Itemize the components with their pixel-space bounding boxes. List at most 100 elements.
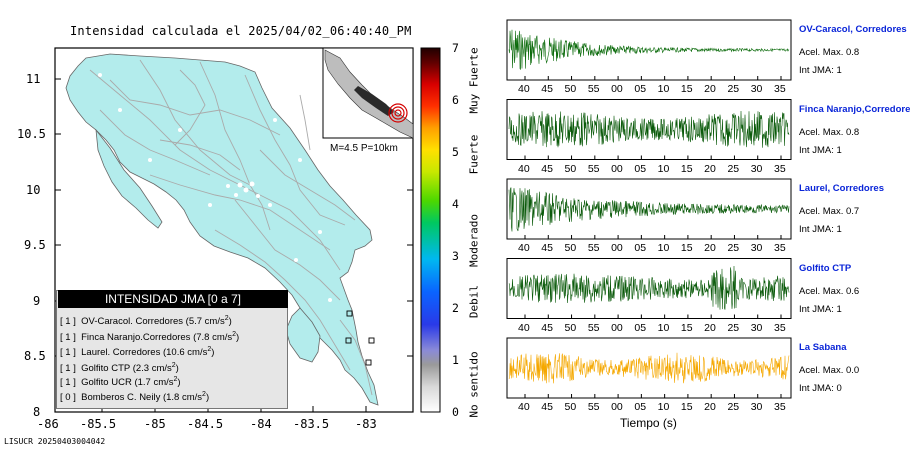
time-tick-label: 45	[541, 162, 553, 175]
inset-magnitude-label: M=4.5 P=10km	[330, 143, 398, 154]
time-tick-label: 50	[564, 242, 577, 254]
waveform-panel-frame	[506, 99, 792, 160]
lat-tick-label: 10.5	[17, 127, 46, 141]
time-tick-label: 35	[774, 162, 786, 175]
scale-tick: 0	[452, 405, 459, 419]
city-dots	[98, 73, 332, 302]
footer-id: LISUCR 20250403004042	[4, 437, 106, 446]
scale-tick: 2	[452, 301, 459, 315]
time-tick-label: 30	[750, 242, 763, 254]
time-tick-label: 45	[541, 242, 553, 254]
time-tick-label: 00	[611, 321, 623, 334]
scale-tick: 3	[452, 249, 459, 263]
station-max-acceleration: Acel. Max. 0.7	[799, 206, 860, 217]
station-jma-intensity: Int JMA: 1	[799, 65, 842, 76]
time-tick-label: 55	[587, 401, 600, 413]
time-tick-label: 40	[518, 321, 530, 334]
time-tick-label: 45	[541, 321, 553, 334]
scale-tick: 7	[452, 41, 459, 55]
station-markers	[345, 310, 375, 366]
time-tick-label: 20	[704, 162, 716, 175]
station-jma-intensity: Int JMA: 0	[799, 383, 842, 394]
lat-tick-label: 9	[33, 294, 41, 308]
time-tick-label: 25	[727, 242, 740, 254]
legend-row: [ 1 ] Finca Naranjo.Corredores (7.8 cm/s…	[60, 331, 240, 344]
time-tick-label: 00	[611, 242, 623, 254]
time-tick-label: 20	[704, 321, 716, 334]
costa-rica-landmass	[65, 53, 379, 406]
waveform-trace	[508, 29, 790, 70]
lon-tick-label: -84	[250, 417, 272, 431]
time-tick-label: 45	[541, 83, 553, 95]
lat-tick-label: 8.5	[24, 349, 46, 363]
inset-costa-rica	[354, 86, 394, 116]
station-jma-intensity: Int JMA: 1	[799, 303, 842, 315]
time-tick-label: 15	[680, 242, 693, 254]
station-max-acceleration: Acel. Max. 0.6	[799, 285, 860, 297]
time-tick-label: 55	[587, 242, 600, 254]
time-tick-label: 15	[680, 401, 693, 413]
lat-tick-label: 11	[26, 72, 41, 86]
time-tick-label: 00	[611, 83, 623, 95]
time-tick-label: 10	[657, 321, 670, 334]
waveform-trace	[508, 352, 790, 384]
station-name: Golfito CTP	[799, 262, 852, 274]
time-tick-label: 55	[587, 83, 600, 95]
time-tick-label: 20	[704, 83, 716, 95]
road-network	[89, 59, 373, 396]
time-tick-label: 55	[587, 162, 600, 175]
time-tick-label: 20	[704, 242, 716, 254]
lon-tick-label: -86	[37, 417, 59, 431]
waveform-trace	[508, 265, 790, 310]
time-tick-label: 25	[727, 401, 740, 413]
nicoya-peninsula	[95, 128, 163, 229]
epicenter-icon	[388, 103, 408, 123]
time-tick-label: 35	[774, 321, 786, 334]
time-tick-label: 50	[564, 83, 577, 95]
waveform-trace	[508, 110, 790, 148]
station-max-acceleration: Acel. Max. 0.0	[799, 365, 860, 376]
time-tick-label: 30	[750, 162, 763, 175]
time-tick-label: 55	[587, 321, 600, 334]
time-tick-label: 50	[564, 401, 577, 413]
legend-row: [ 1 ] Golfito UCR (1.7 cm/s2)	[60, 376, 181, 389]
legend-row: [ 1 ] Golfito CTP (2.3 cm/s2)	[60, 362, 179, 375]
time-tick-label: 05	[634, 162, 647, 175]
waveform-panel-frame	[506, 178, 792, 240]
time-tick-label: 40	[518, 401, 530, 413]
time-tick-label: 15	[680, 83, 693, 95]
legend-row: [ 0 ] Bomberos C. Neily (1.8 cm/s2)	[60, 391, 210, 404]
time-tick-label: 10	[657, 401, 670, 413]
station-max-acceleration: Acel. Max. 0.8	[799, 126, 860, 138]
station-max-acceleration: Acel. Max. 0.8	[799, 47, 860, 58]
lon-tick-label: -84.5	[187, 417, 224, 431]
time-tick-label: 35	[774, 242, 786, 254]
station-jma-intensity: Int JMA: 1	[799, 144, 842, 156]
time-tick-label: 05	[634, 242, 647, 254]
time-tick-label: 25	[727, 83, 740, 95]
lat-tick-label: 8	[33, 405, 41, 419]
station-jma-intensity: Int JMA: 1	[799, 224, 842, 235]
time-tick-label: 20	[704, 401, 716, 413]
station-name: Finca Naranjo,Corredores	[799, 103, 910, 115]
time-tick-label: 10	[657, 242, 670, 254]
legend-row: [ 1 ] Laurel. Corredores (10.6 cm/s2)	[60, 346, 215, 359]
time-tick-label: 30	[750, 401, 763, 413]
scale-tick: 5	[452, 145, 459, 159]
time-tick-label: 40	[518, 83, 530, 95]
osa-peninsula	[285, 307, 321, 363]
scale-tick: 6	[452, 93, 459, 107]
time-tick-label: 10	[657, 162, 670, 175]
legend-row: [ 1 ] OV-Caracol. Corredores (5.7 cm/s2)	[60, 315, 232, 328]
time-tick-label: 15	[680, 321, 693, 334]
lat-tick-label: 10	[26, 183, 41, 197]
time-tick-label: 05	[634, 321, 647, 334]
lon-tick-label: -83	[355, 417, 377, 431]
station-name: La Sabana	[799, 342, 847, 353]
legend-title: INTENSIDAD JMA [0 a 7]	[58, 290, 288, 308]
scale-tick: 4	[452, 197, 459, 211]
lon-tick-label: -83.5	[293, 417, 330, 431]
time-tick-label: 00	[611, 401, 623, 413]
time-tick-label: 30	[750, 83, 763, 95]
